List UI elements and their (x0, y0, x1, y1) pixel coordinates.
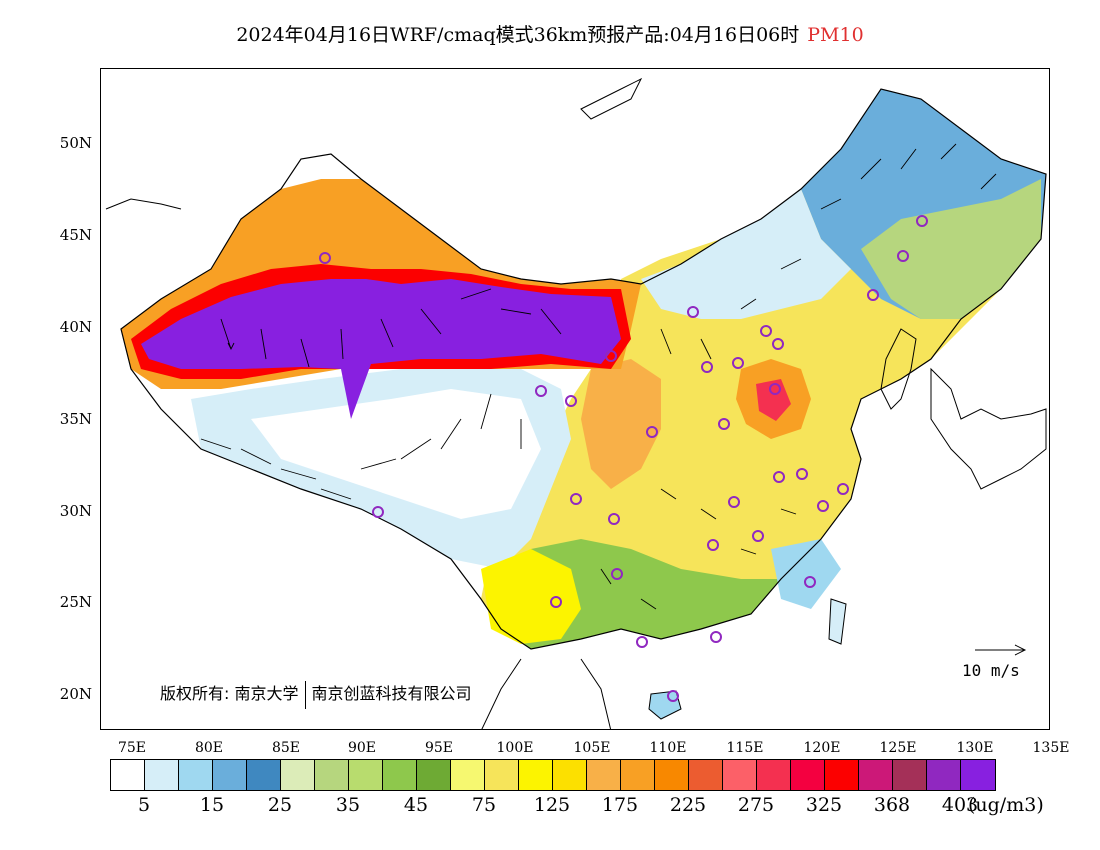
colorbar-label: 125 (533, 794, 571, 816)
title-variable: PM10 (807, 24, 864, 46)
caspian-outline (105, 198, 182, 210)
colorbar-swatch (689, 760, 723, 790)
lat-label: 50N (59, 134, 92, 152)
colorbar-label: 35 (335, 794, 361, 816)
lat-label: 40N (59, 318, 92, 336)
colorbar-label: 75 (471, 794, 497, 816)
lon-label: 120E (803, 740, 841, 756)
colorbar-swatch (961, 760, 995, 790)
colorbar-swatch (553, 760, 587, 790)
colorbar-swatch (417, 760, 451, 790)
wind-reference-label: 10 m/s (962, 661, 1020, 680)
lon-label: 85E (271, 740, 301, 756)
copyright-notice: 版权所有: 南京大学 南京创蓝科技有限公司 (160, 680, 472, 709)
colorbar-label: 15 (199, 794, 225, 816)
colorbar (110, 759, 996, 791)
colorbar-swatch (621, 760, 655, 790)
colorbar-unit: (ug/m3) (968, 794, 1044, 816)
colorbar-swatch (519, 760, 553, 790)
lon-label: 80E (194, 740, 224, 756)
lat-label: 30N (59, 502, 92, 520)
city-markers (319, 215, 928, 702)
colorbar-swatch (825, 760, 859, 790)
colorbar-label: 275 (737, 794, 775, 816)
colorbar-swatch (791, 760, 825, 790)
copyright-separator (304, 680, 306, 709)
lon-label: 125E (879, 740, 917, 756)
title-text: 2024年04月16日WRF/cmaq模式36km预报产品:04月16日06时 (236, 24, 800, 46)
tibet-white (251, 389, 541, 519)
copyright-org-nju: 南京大学 (234, 684, 299, 703)
colorbar-swatch (179, 760, 213, 790)
map-frame (100, 68, 1050, 730)
colorbar-swatch (451, 760, 485, 790)
indochina-outline (481, 658, 612, 729)
colorbar-swatch (927, 760, 961, 790)
lon-label: 75E (117, 740, 147, 756)
colorbar-swatch (111, 760, 145, 790)
colorbar-label: 175 (601, 794, 639, 816)
colorbar-label: 45 (403, 794, 429, 816)
japan-outline (930, 367, 1047, 490)
northeast-green (861, 179, 1041, 319)
colorbar-swatch (213, 760, 247, 790)
lon-label: 135E (1032, 740, 1070, 756)
colorbar-swatch (281, 760, 315, 790)
hainan (648, 690, 682, 720)
lon-label: 95E (424, 740, 454, 756)
colorbar-swatch (247, 760, 281, 790)
north-plain-core (756, 379, 791, 421)
colorbar-swatch (383, 760, 417, 790)
colorbar-swatch (893, 760, 927, 790)
lon-label: 110E (649, 740, 687, 756)
lat-label: 25N (59, 593, 92, 611)
china-border (120, 88, 1047, 650)
sichuan-orange (581, 359, 661, 489)
southeast-blue (771, 539, 841, 609)
baikal (580, 77, 643, 120)
map-title: 2024年04月16日WRF/cmaq模式36km预报产品:04月16日06时 P… (0, 20, 1100, 47)
lat-label: 35N (59, 410, 92, 428)
colorbar-swatch (859, 760, 893, 790)
colorbar-label: 368 (873, 794, 911, 816)
colorbar-swatch (655, 760, 689, 790)
colorbar-label: 5 (137, 794, 151, 816)
wind-reference-arrow-icon (975, 644, 1027, 656)
yunnan-yellow (481, 549, 581, 644)
pm10-map (105, 77, 1047, 729)
colorbar-swatch (587, 760, 621, 790)
taiwan (828, 598, 847, 645)
colorbar-label: 325 (805, 794, 843, 816)
lon-label: 130E (956, 740, 994, 756)
colorbar-swatch (145, 760, 179, 790)
colorbar-label: 225 (669, 794, 707, 816)
lon-label: 100E (496, 740, 534, 756)
colorbar-swatch (315, 760, 349, 790)
colorbar-swatch (349, 760, 383, 790)
lon-label: 115E (726, 740, 764, 756)
lon-label: 105E (573, 740, 611, 756)
colorbar-swatch (723, 760, 757, 790)
lon-label: 90E (347, 740, 377, 756)
korea-outline (880, 328, 917, 410)
copyright-org-chuanglan: 南京创蓝科技有限公司 (311, 684, 472, 703)
north-light (641, 189, 851, 319)
colorbar-label: 403 (941, 794, 979, 816)
colorbar-swatch (757, 760, 791, 790)
wind-vectors (200, 143, 997, 610)
colorbar-label: 25 (267, 794, 293, 816)
colorbar-swatch (485, 760, 519, 790)
lat-label: 20N (59, 685, 92, 703)
copyright-prefix: 版权所有: (160, 684, 230, 703)
xinjiang-purple (141, 279, 621, 419)
lat-label: 45N (59, 226, 92, 244)
